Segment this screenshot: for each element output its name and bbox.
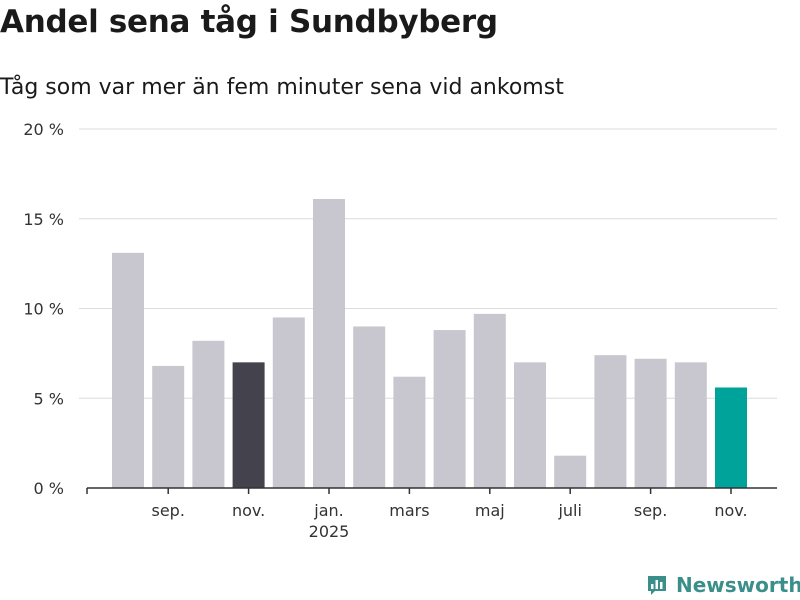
x-tick-sublabel: 2025 — [309, 522, 350, 541]
bar — [272, 317, 305, 488]
bar — [112, 252, 144, 488]
y-tick-label: 10 % — [23, 300, 64, 319]
bar — [313, 199, 345, 488]
bar — [433, 330, 466, 488]
chart-title: Andel sena tåg i Sundbyberg — [0, 4, 498, 40]
x-tick-label: juli — [557, 501, 581, 520]
y-tick-label: 5 % — [34, 389, 64, 408]
bar — [152, 365, 185, 488]
bar — [473, 313, 506, 488]
x-tick-label: jan. — [313, 501, 343, 520]
x-tick-label: maj — [475, 501, 505, 520]
bar — [192, 340, 225, 488]
bar — [514, 362, 546, 488]
bar — [634, 358, 667, 488]
y-axis-labels: 0 % 5 % 10 % 15 % 20 % — [23, 120, 64, 498]
bar — [554, 455, 587, 488]
bar — [393, 376, 426, 488]
bar — [594, 355, 627, 488]
y-tick-label: 15 % — [23, 210, 64, 229]
bars — [112, 199, 747, 488]
x-axis-labels: sep. nov. jan. 2025 mars maj juli sep. nov. — [151, 501, 747, 541]
x-tick-label: nov. — [714, 501, 747, 520]
y-tick-label: 0 % — [34, 479, 64, 498]
newsworthy-logo-icon — [648, 576, 666, 595]
x-tick-label: sep. — [634, 501, 667, 520]
brand-name: Newsworthy — [676, 573, 800, 597]
bar — [232, 362, 265, 488]
x-tick-label: mars — [389, 501, 429, 520]
x-axis — [86, 487, 777, 494]
newsworthy-logo: Newsworthy — [646, 570, 800, 600]
bar — [715, 387, 747, 488]
bar — [674, 362, 707, 488]
x-tick-label: nov. — [232, 501, 265, 520]
x-tick-label: sep. — [151, 501, 184, 520]
y-tick-label: 20 % — [23, 120, 64, 139]
chart-subtitle: Tåg som var mer än fem minuter sena vid … — [0, 75, 564, 100]
bar — [353, 326, 386, 488]
gridlines — [79, 128, 777, 399]
